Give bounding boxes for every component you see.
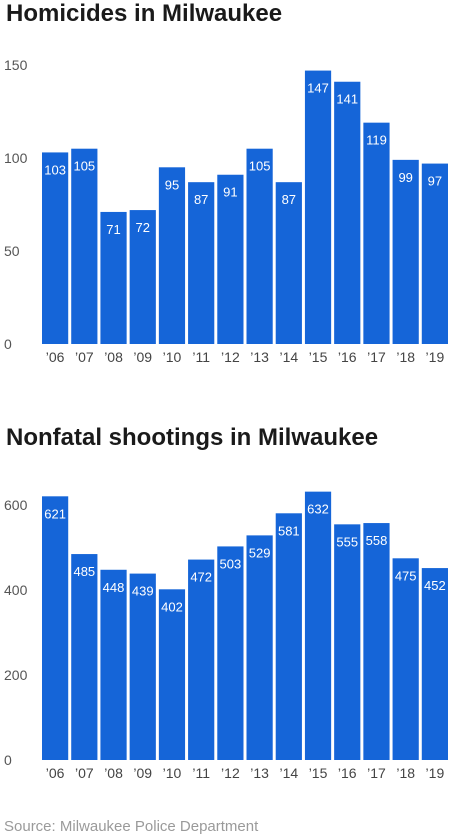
bar xyxy=(188,559,215,760)
x-tick-label: ’06 xyxy=(46,349,65,365)
bar xyxy=(129,210,156,344)
bar-value-label: 621 xyxy=(44,506,66,521)
bar xyxy=(188,182,215,344)
x-tick-label: ’07 xyxy=(75,349,94,365)
bar-value-label: 97 xyxy=(428,174,442,189)
bar-value-label: 71 xyxy=(106,222,120,237)
bar xyxy=(71,554,98,760)
chart-title-shootings: Nonfatal shootings in Milwaukee xyxy=(6,424,379,451)
bar xyxy=(42,496,69,760)
bar-value-label: 402 xyxy=(161,599,183,614)
bar xyxy=(304,70,332,344)
bar xyxy=(334,81,361,345)
y-tick-label: 50 xyxy=(4,243,20,259)
bar-value-label: 147 xyxy=(307,81,329,96)
bar xyxy=(100,211,127,344)
x-tick-label: ’11 xyxy=(192,765,210,781)
y-tick-label: 0 xyxy=(4,336,12,352)
x-tick-label: ’08 xyxy=(104,349,123,365)
y-tick-label: 150 xyxy=(4,57,28,73)
bar xyxy=(421,163,448,344)
x-tick-label: ’08 xyxy=(104,765,123,781)
chart-title-homicides: Homicides in Milwaukee xyxy=(6,0,283,27)
shootings-chart: 0 200 400 600 621 ’06 485 ’07 448 ’08 439 ’09 402 ’10… xyxy=(4,491,448,781)
x-tick-label: ’07 xyxy=(75,765,94,781)
x-tick-label: ’12 xyxy=(221,349,240,365)
x-tick-label: ’13 xyxy=(250,765,269,781)
bar-value-label: 581 xyxy=(278,523,300,538)
bar-value-label: 472 xyxy=(190,570,212,585)
bar xyxy=(100,569,127,760)
x-tick-label: ’09 xyxy=(133,765,152,781)
bar-value-label: 105 xyxy=(249,159,271,174)
y-tick-label: 200 xyxy=(4,667,28,683)
x-tick-label: ’17 xyxy=(367,349,386,365)
x-tick-label: ’14 xyxy=(279,349,298,365)
bar-value-label: 141 xyxy=(336,92,358,107)
bar xyxy=(42,152,69,344)
x-tick-label: ’11 xyxy=(192,349,210,365)
bar-value-label: 448 xyxy=(103,580,125,595)
bar-value-label: 485 xyxy=(73,564,95,579)
bar xyxy=(304,491,332,760)
bar-value-label: 555 xyxy=(336,534,358,549)
bar xyxy=(275,182,302,344)
x-tick-label: ’15 xyxy=(309,349,328,365)
bar-value-label: 91 xyxy=(223,185,237,200)
bar-value-label: 529 xyxy=(249,545,271,560)
bar-value-label: 87 xyxy=(194,192,208,207)
y-tick-label: 600 xyxy=(4,497,28,513)
bar xyxy=(363,122,390,344)
bar-value-label: 503 xyxy=(220,556,242,571)
x-tick-label: ’19 xyxy=(426,765,445,781)
bar-value-label: 439 xyxy=(132,584,154,599)
bar xyxy=(392,558,419,760)
y-tick-label: 400 xyxy=(4,582,28,598)
x-tick-label: ’10 xyxy=(163,349,182,365)
y-tick-label: 100 xyxy=(4,150,28,166)
x-tick-label: ’16 xyxy=(338,765,357,781)
bar xyxy=(246,148,273,344)
bar-value-label: 452 xyxy=(424,578,446,593)
bar xyxy=(71,148,98,344)
x-tick-label: ’18 xyxy=(396,765,415,781)
bar xyxy=(392,159,419,344)
bar-value-label: 99 xyxy=(398,170,412,185)
bar xyxy=(363,523,390,760)
bar xyxy=(275,513,302,760)
x-tick-label: ’16 xyxy=(338,349,357,365)
bar xyxy=(246,535,273,760)
x-tick-label: ’14 xyxy=(279,765,298,781)
x-tick-label: ’10 xyxy=(163,765,182,781)
bar xyxy=(217,174,244,344)
x-tick-label: ’15 xyxy=(309,765,328,781)
homicides-chart: 0 50 100 150 103 ’06 105 ’07 71 ’08 72 ’09 95 ’10 87 ’1… xyxy=(4,57,448,365)
bar-value-label: 119 xyxy=(366,133,387,148)
x-tick-label: ’12 xyxy=(221,765,240,781)
bar-value-label: 558 xyxy=(366,533,388,548)
source-note: Source: Milwaukee Police Department xyxy=(4,818,259,835)
bar-value-label: 632 xyxy=(307,502,329,517)
x-tick-label: ’06 xyxy=(46,765,65,781)
bar xyxy=(217,546,244,760)
bar xyxy=(334,524,361,760)
x-tick-label: ’13 xyxy=(250,349,269,365)
bar xyxy=(129,573,156,760)
bar-value-label: 475 xyxy=(395,568,417,583)
bar-value-label: 72 xyxy=(136,220,150,235)
bar-value-label: 103 xyxy=(44,162,66,177)
bar-value-label: 105 xyxy=(73,159,95,174)
bar-value-label: 87 xyxy=(282,192,296,207)
x-tick-label: ’18 xyxy=(396,349,415,365)
x-tick-label: ’19 xyxy=(426,349,445,365)
bar-value-label: 95 xyxy=(165,177,179,192)
bar xyxy=(158,167,186,344)
bar xyxy=(158,589,186,760)
x-tick-label: ’17 xyxy=(367,765,386,781)
y-tick-label: 0 xyxy=(4,752,12,768)
bar xyxy=(421,568,448,760)
x-tick-label: ’09 xyxy=(133,349,152,365)
